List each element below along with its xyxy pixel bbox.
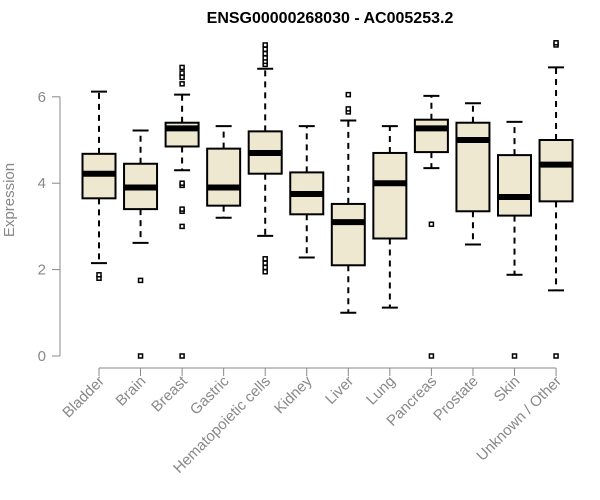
x-tick-label: Skin [491, 373, 524, 406]
box-pancreas [413, 94, 449, 359]
box-liver [330, 91, 366, 314]
outlier-point [137, 277, 144, 284]
outlier-point [345, 106, 352, 112]
outlier-point [179, 180, 185, 186]
box-breast [164, 64, 200, 359]
outlier-point [262, 260, 268, 266]
outlier-point [262, 264, 268, 271]
x-tick-label: Bladder [59, 373, 108, 422]
outlier-point [262, 46, 268, 53]
box-iqr [413, 118, 449, 154]
y-tick-label: 4 [38, 175, 46, 192]
x-tick-label: Prostate [430, 373, 482, 425]
box-bladder [81, 90, 117, 281]
x-tick-label: Brain [113, 373, 150, 410]
outlier-point [179, 353, 185, 359]
outlier-point [137, 353, 144, 359]
y-tick-label: 2 [38, 262, 46, 279]
outlier-point [179, 74, 185, 81]
box-skin [497, 120, 532, 359]
outlier-point [179, 223, 185, 230]
outlier-point [553, 40, 559, 46]
chart-title: ENSG00000268030 - AC005253.2 [207, 10, 454, 27]
y-tick-label: 6 [38, 89, 46, 106]
x-tick-label: Kidney [271, 372, 316, 417]
y-tick-label: 0 [38, 348, 46, 365]
box-iqr [206, 147, 242, 207]
box-unknown-other [538, 40, 574, 359]
outlier-point [262, 50, 268, 57]
x-tick-label: Liver [322, 373, 357, 408]
box-gastric [206, 125, 242, 219]
box-iqr [455, 121, 491, 213]
outlier-point [262, 55, 268, 61]
box-prostate [455, 102, 491, 246]
box-kidney [289, 125, 325, 259]
outlier-point [428, 353, 435, 359]
outlier-point [179, 81, 185, 87]
box-iqr [538, 139, 574, 203]
y-axis: 0 2 4 6 [38, 89, 61, 365]
outlier-point [179, 206, 185, 212]
outlier-point [262, 269, 268, 275]
box-series [81, 40, 574, 359]
y-axis-label: Expression [1, 163, 18, 237]
x-tick-label: Lung [363, 373, 399, 409]
outlier-point [179, 64, 185, 71]
x-tick-label: Breast [148, 372, 191, 415]
outlier-point [179, 70, 185, 76]
outlier-point [345, 91, 352, 98]
box-brain [123, 129, 159, 359]
outlier-point [262, 42, 268, 48]
box-iqr [372, 151, 408, 240]
box-lung [372, 125, 408, 309]
outlier-point [428, 221, 435, 227]
outlier-point [511, 353, 518, 359]
outlier-point [96, 272, 102, 278]
outlier-point [262, 256, 268, 262]
box-iqr [330, 202, 366, 267]
box-hematopoietic-cells [247, 42, 283, 275]
outlier-point [553, 353, 559, 359]
box-iqr [497, 154, 532, 217]
